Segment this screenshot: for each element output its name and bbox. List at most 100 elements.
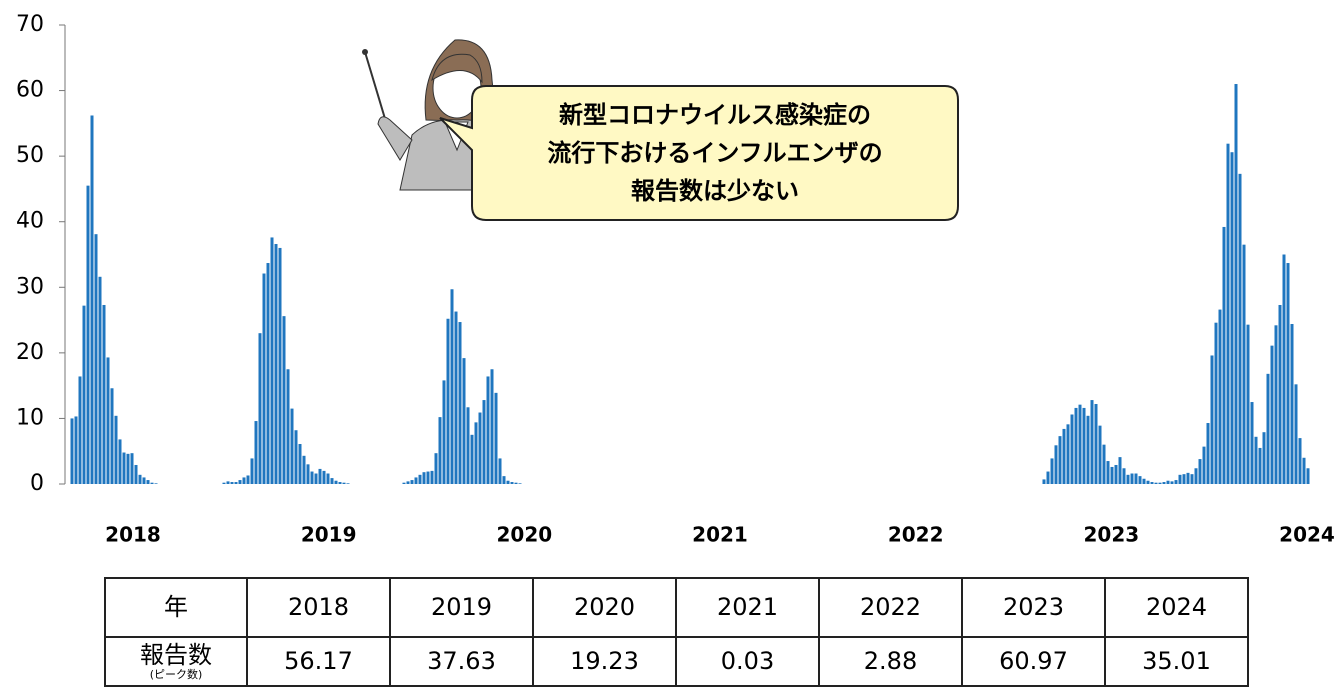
value-text: 35.01 xyxy=(1142,647,1211,676)
header-cell: 2020 xyxy=(532,577,677,638)
bar xyxy=(122,452,126,484)
bar xyxy=(102,304,106,484)
bar xyxy=(266,263,270,484)
bar xyxy=(1042,479,1046,484)
bar xyxy=(518,483,522,484)
bar xyxy=(338,482,342,484)
bar xyxy=(1150,482,1154,484)
bar xyxy=(1170,481,1174,484)
bar xyxy=(242,477,246,484)
bar xyxy=(114,415,118,484)
bar xyxy=(1266,373,1270,484)
bar xyxy=(438,417,442,484)
bar xyxy=(294,430,298,484)
bar xyxy=(230,482,234,484)
bar xyxy=(1106,461,1110,484)
bar xyxy=(138,474,142,484)
year-label: 2022 xyxy=(888,523,944,547)
header-text: 2024 xyxy=(1145,593,1208,622)
bar xyxy=(474,422,478,484)
bar xyxy=(446,318,450,484)
bar xyxy=(430,470,434,484)
bar xyxy=(1070,414,1074,484)
bar xyxy=(1118,457,1122,484)
bar xyxy=(454,311,458,484)
bar xyxy=(142,477,146,484)
bar xyxy=(1074,407,1078,484)
bar xyxy=(74,416,78,484)
bar xyxy=(258,333,262,484)
bar xyxy=(1278,304,1282,484)
bar xyxy=(1050,458,1054,484)
bar xyxy=(154,483,158,484)
header-cell: 2021 xyxy=(675,577,820,638)
bar xyxy=(494,392,498,484)
bar xyxy=(478,412,482,484)
bar xyxy=(450,289,454,484)
bar xyxy=(1062,428,1066,484)
bar xyxy=(238,480,242,484)
bar xyxy=(418,474,422,484)
value-text: 19.23 xyxy=(570,647,639,676)
header-cell: 2019 xyxy=(389,577,534,638)
bar xyxy=(322,470,326,484)
bar xyxy=(1082,407,1086,484)
bar xyxy=(314,473,318,484)
bar xyxy=(498,458,502,484)
bar xyxy=(1302,457,1306,484)
bar xyxy=(1174,480,1178,484)
bar xyxy=(422,472,426,484)
bar xyxy=(426,471,430,484)
row-note: (ピーク数) xyxy=(149,667,203,681)
bar xyxy=(1194,468,1198,484)
bar xyxy=(262,273,266,484)
bar xyxy=(1246,324,1250,484)
value-text: 56.17 xyxy=(284,647,353,676)
bar xyxy=(1130,473,1134,484)
bar xyxy=(1242,244,1246,484)
bar xyxy=(98,276,102,484)
y-tick-label: 0 xyxy=(30,471,44,496)
bar xyxy=(1298,438,1302,484)
header-text: 2021 xyxy=(716,593,779,622)
bar xyxy=(1306,468,1310,484)
y-tick-label: 10 xyxy=(16,405,44,430)
bar xyxy=(222,482,226,484)
bar xyxy=(1126,474,1130,484)
bar xyxy=(82,305,86,484)
bar xyxy=(1114,464,1118,484)
bar xyxy=(1146,480,1150,484)
bar xyxy=(298,444,302,484)
header-cell: 2018 xyxy=(246,577,391,638)
bar xyxy=(462,358,466,484)
bar xyxy=(326,473,330,484)
bar xyxy=(318,468,322,484)
speech-bubble xyxy=(439,85,959,221)
bar xyxy=(250,458,254,484)
year-label: 2020 xyxy=(496,523,552,547)
bar xyxy=(330,478,334,484)
header-cell: 年 xyxy=(104,577,248,638)
year-label: 2018 xyxy=(105,523,161,547)
y-tick-label: 20 xyxy=(16,340,44,365)
header-cell: 2023 xyxy=(961,577,1106,638)
annotation: 新型コロナウイルス感染症の xyxy=(559,101,871,129)
header-cell: 2022 xyxy=(818,577,963,638)
bar xyxy=(1202,446,1206,484)
bar xyxy=(1158,482,1162,484)
bar xyxy=(246,475,250,484)
year-label: 2021 xyxy=(692,523,748,547)
bar xyxy=(1134,473,1138,484)
year-label: 2019 xyxy=(301,523,357,547)
bar xyxy=(410,480,414,484)
bar xyxy=(1190,474,1194,484)
bar xyxy=(1086,415,1090,484)
bar xyxy=(1294,384,1298,484)
bar xyxy=(1226,143,1230,485)
bar xyxy=(126,453,130,484)
bar xyxy=(290,408,294,484)
bar xyxy=(342,482,346,484)
value-text: 2.88 xyxy=(863,647,918,676)
bar xyxy=(134,464,138,484)
